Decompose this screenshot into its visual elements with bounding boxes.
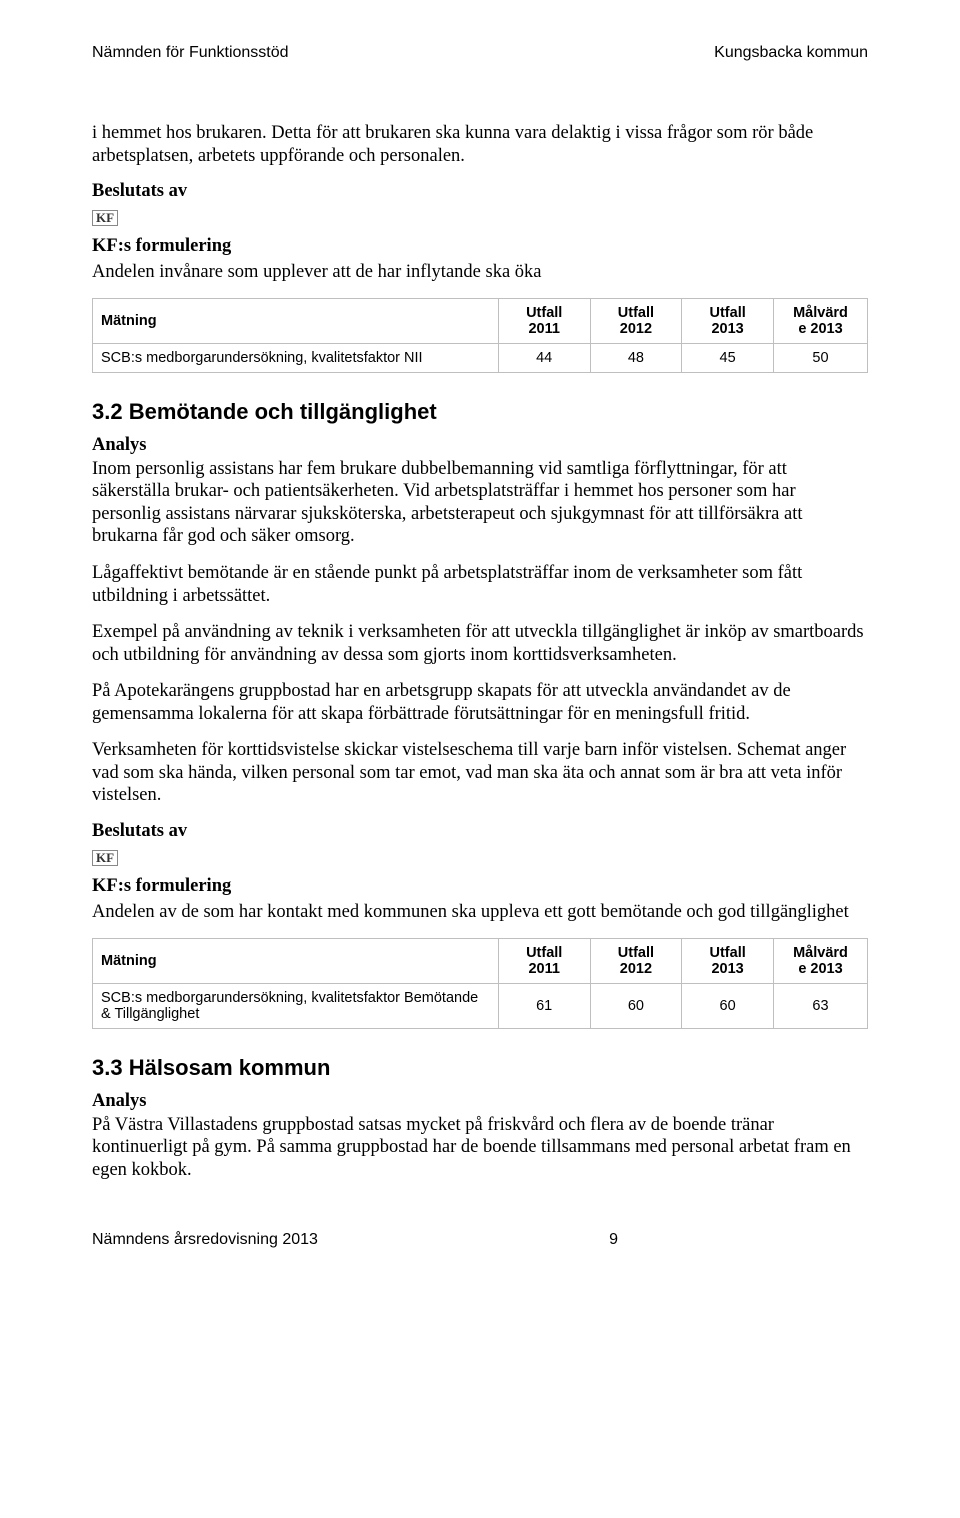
th-metric: Mätning: [93, 298, 499, 343]
th-2012: Utfall2012: [590, 298, 682, 343]
metric-val-2011: 61: [498, 983, 590, 1028]
footer-left: Nämndens årsredovisning 2013: [92, 1231, 318, 1249]
table-header-row: Mätning Utfall2011 Utfall2012 Utfall2013…: [93, 298, 868, 343]
metric-val-target: 50: [773, 343, 867, 372]
metric-val-2013: 60: [682, 983, 774, 1028]
footer-page-number: 9: [609, 1231, 618, 1249]
metrics-table-1: Mätning Utfall2011 Utfall2012 Utfall2013…: [92, 298, 868, 373]
metric-val-2013: 45: [682, 343, 774, 372]
th-2013: Utfall2013: [682, 938, 774, 983]
metric-val-2011: 44: [498, 343, 590, 372]
kf-icon: KF: [92, 210, 118, 226]
kf-formulering-label-2: KF:s formulering: [92, 876, 868, 897]
p-3-2-3: Exempel på användning av teknik i verksa…: [92, 621, 868, 666]
kf-formulering-label-1: KF:s formulering: [92, 236, 868, 257]
th-2011: Utfall2011: [498, 938, 590, 983]
th-target: Målvärde 2013: [773, 938, 867, 983]
th-2011: Utfall2011: [498, 298, 590, 343]
analys-label-2: Analys: [92, 1091, 868, 1112]
metric-label: SCB:s medborgarundersökning, kvalitetsfa…: [93, 343, 499, 372]
kf-formulering-text-2: Andelen av de som har kontakt med kommun…: [92, 901, 868, 924]
th-metric: Mätning: [93, 938, 499, 983]
th-2013: Utfall2013: [682, 298, 774, 343]
beslutats-av-label-2: Beslutats av: [92, 821, 868, 842]
th-target: Målvärde 2013: [773, 298, 867, 343]
kf-formulering-text-1: Andelen invånare som upplever att de har…: [92, 261, 868, 284]
p-3-3-1: På Västra Villastadens gruppbostad satsa…: [92, 1114, 868, 1182]
section-3-2-title: 3.2 Bemötande och tillgänglighet: [92, 399, 868, 425]
header-left: Nämnden för Funktionsstöd: [92, 44, 289, 62]
page-container: Nämnden för Funktionsstöd Kungsbacka kom…: [0, 0, 960, 1289]
kf-icon: KF: [92, 850, 118, 866]
page-header: Nämnden för Funktionsstöd Kungsbacka kom…: [92, 44, 868, 62]
metric-val-2012: 48: [590, 343, 682, 372]
table-row: SCB:s medborgarundersökning, kvalitetsfa…: [93, 343, 868, 372]
p-3-2-1: Inom personlig assistans har fem brukare…: [92, 458, 868, 548]
p-3-2-2: Lågaffektivt bemötande är en stående pun…: [92, 562, 868, 607]
analys-label-1: Analys: [92, 435, 868, 456]
intro-paragraph: i hemmet hos brukaren. Detta för att bru…: [92, 122, 868, 167]
th-2012: Utfall2012: [590, 938, 682, 983]
section-3-3-title: 3.3 Hälsosam kommun: [92, 1055, 868, 1081]
metric-val-2012: 60: [590, 983, 682, 1028]
table-header-row: Mätning Utfall2011 Utfall2012 Utfall2013…: [93, 938, 868, 983]
beslutats-av-label: Beslutats av: [92, 181, 868, 202]
p-3-2-5: Verksamheten för korttidsvistelse skicka…: [92, 739, 868, 807]
table-row: SCB:s medborgarundersökning, kvalitetsfa…: [93, 983, 868, 1028]
p-3-2-4: På Apotekarängens gruppbostad har en arb…: [92, 680, 868, 725]
page-footer: Nämndens årsredovisning 2013 9: [92, 1231, 868, 1249]
header-right: Kungsbacka kommun: [714, 44, 868, 62]
metric-label: SCB:s medborgarundersökning, kvalitetsfa…: [93, 983, 499, 1028]
metric-val-target: 63: [773, 983, 867, 1028]
metrics-table-2: Mätning Utfall2011 Utfall2012 Utfall2013…: [92, 938, 868, 1029]
